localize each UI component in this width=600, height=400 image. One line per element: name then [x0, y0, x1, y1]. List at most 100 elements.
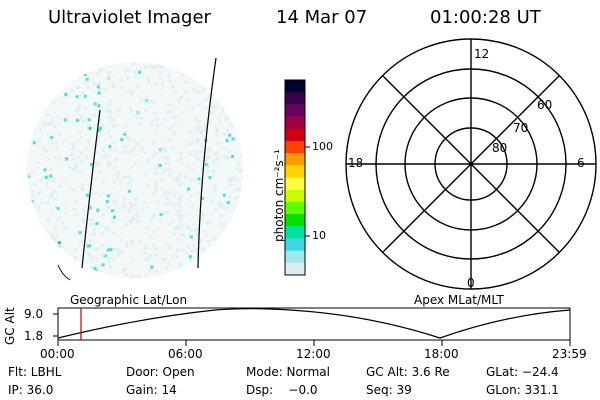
- image-pixel: [47, 218, 50, 222]
- instrument-title: Ultraviolet Imager: [48, 7, 211, 28]
- image-pixel: [230, 176, 234, 180]
- geographic-title: Geographic Lat/Lon: [70, 293, 188, 307]
- image-pixel: [163, 258, 167, 262]
- image-pixel: [137, 85, 141, 89]
- image-pixel: [185, 251, 189, 255]
- image-pixel: [233, 258, 237, 262]
- image-pixel: [237, 68, 241, 72]
- image-pixel: [172, 202, 176, 206]
- image-pixel: [136, 275, 140, 278]
- image-pixel: [177, 159, 181, 162]
- colorbar-segment: [285, 80, 305, 93]
- image-pixel: [190, 204, 194, 208]
- image-pixel: [183, 70, 187, 74]
- image-pixel: [222, 222, 226, 226]
- image-pixel: [188, 142, 192, 146]
- image-pixel: [180, 110, 183, 114]
- image-pixel: [204, 99, 208, 103]
- image-pixel: [108, 163, 112, 167]
- image-pixel: [51, 69, 54, 73]
- colorbar-segment: [285, 92, 305, 105]
- image-pixel: [229, 235, 233, 239]
- image-pixel: [67, 263, 71, 267]
- image-pixel: [43, 252, 47, 256]
- image-pixel: [40, 201, 44, 205]
- image-pixel: [236, 207, 240, 211]
- image-pixel: [87, 141, 91, 145]
- image-pixel: [55, 257, 59, 261]
- image-pixel: [36, 161, 40, 164]
- image-pixel: [45, 185, 49, 189]
- image-pixel: [44, 88, 48, 92]
- image-pixel: [146, 258, 150, 262]
- image-pixel: [90, 266, 94, 270]
- image-pixel: [208, 121, 212, 125]
- image-pixel: [169, 190, 173, 193]
- image-pixel: [205, 257, 209, 261]
- image-pixel: [150, 65, 154, 69]
- image-pixel: [154, 269, 158, 273]
- image-pixel: [154, 184, 158, 188]
- image-pixel: [162, 190, 166, 194]
- image-pixel: [182, 273, 186, 277]
- image-pixel: [28, 123, 32, 127]
- image-pixel: [88, 206, 92, 210]
- image-pixel: [97, 128, 101, 132]
- image-pixel: [136, 141, 140, 145]
- image-pixel: [138, 122, 142, 126]
- image-pixel: [222, 239, 226, 243]
- image-pixel: [130, 239, 134, 243]
- image-pixel: [72, 266, 76, 270]
- image-pixel: [79, 136, 83, 140]
- image-pixel: [210, 199, 213, 203]
- colorbar-segment: [285, 140, 305, 154]
- date-label: 14 Mar 07: [276, 7, 368, 28]
- image-pixel: [200, 167, 203, 171]
- image-pixel: [179, 156, 183, 160]
- image-pixel: [106, 110, 109, 114]
- image-pixel: [77, 269, 81, 273]
- image-pixel: [100, 232, 104, 236]
- image-pixel: [63, 118, 67, 122]
- image-pixel: [121, 267, 125, 271]
- image-pixel: [99, 63, 103, 67]
- image-pixel: [80, 117, 84, 121]
- image-pixel: [163, 118, 167, 122]
- image-pixel: [236, 269, 240, 273]
- image-pixel: [84, 81, 87, 85]
- image-pixel: [167, 109, 171, 113]
- image-pixel: [206, 253, 210, 257]
- image-pixel: [201, 88, 205, 92]
- image-pixel: [196, 73, 200, 77]
- image-pixel: [63, 96, 66, 99]
- time-tick-1800: 18:00: [424, 347, 459, 361]
- alt-ylabel: GC Alt: [3, 307, 17, 345]
- image-pixel: [55, 158, 58, 162]
- image-pixel: [229, 124, 233, 128]
- image-pixel: [31, 190, 35, 193]
- image-pixel: [158, 163, 162, 167]
- image-pixel: [209, 111, 213, 114]
- image-pixel: [189, 131, 193, 135]
- image-pixel: [191, 107, 195, 111]
- image-pixel: [225, 207, 229, 210]
- image-pixel: [171, 110, 175, 114]
- image-pixel: [50, 141, 54, 145]
- image-pixel: [179, 65, 183, 69]
- image-pixel: [236, 117, 240, 121]
- image-pixel: [192, 244, 196, 247]
- image-pixel: [131, 259, 135, 263]
- image-pixel: [144, 100, 148, 104]
- image-pixel: [125, 273, 129, 277]
- image-pixel: [97, 91, 101, 95]
- image-pixel: [101, 155, 105, 159]
- image-pixel: [40, 224, 44, 228]
- image-pixel: [200, 197, 204, 200]
- image-pixel: [53, 65, 57, 69]
- image-pixel: [233, 197, 237, 201]
- image-pixel: [87, 253, 91, 257]
- image-pixel: [126, 77, 130, 81]
- image-pixel: [190, 258, 193, 262]
- image-pixel: [238, 110, 242, 114]
- image-pixel: [45, 181, 49, 185]
